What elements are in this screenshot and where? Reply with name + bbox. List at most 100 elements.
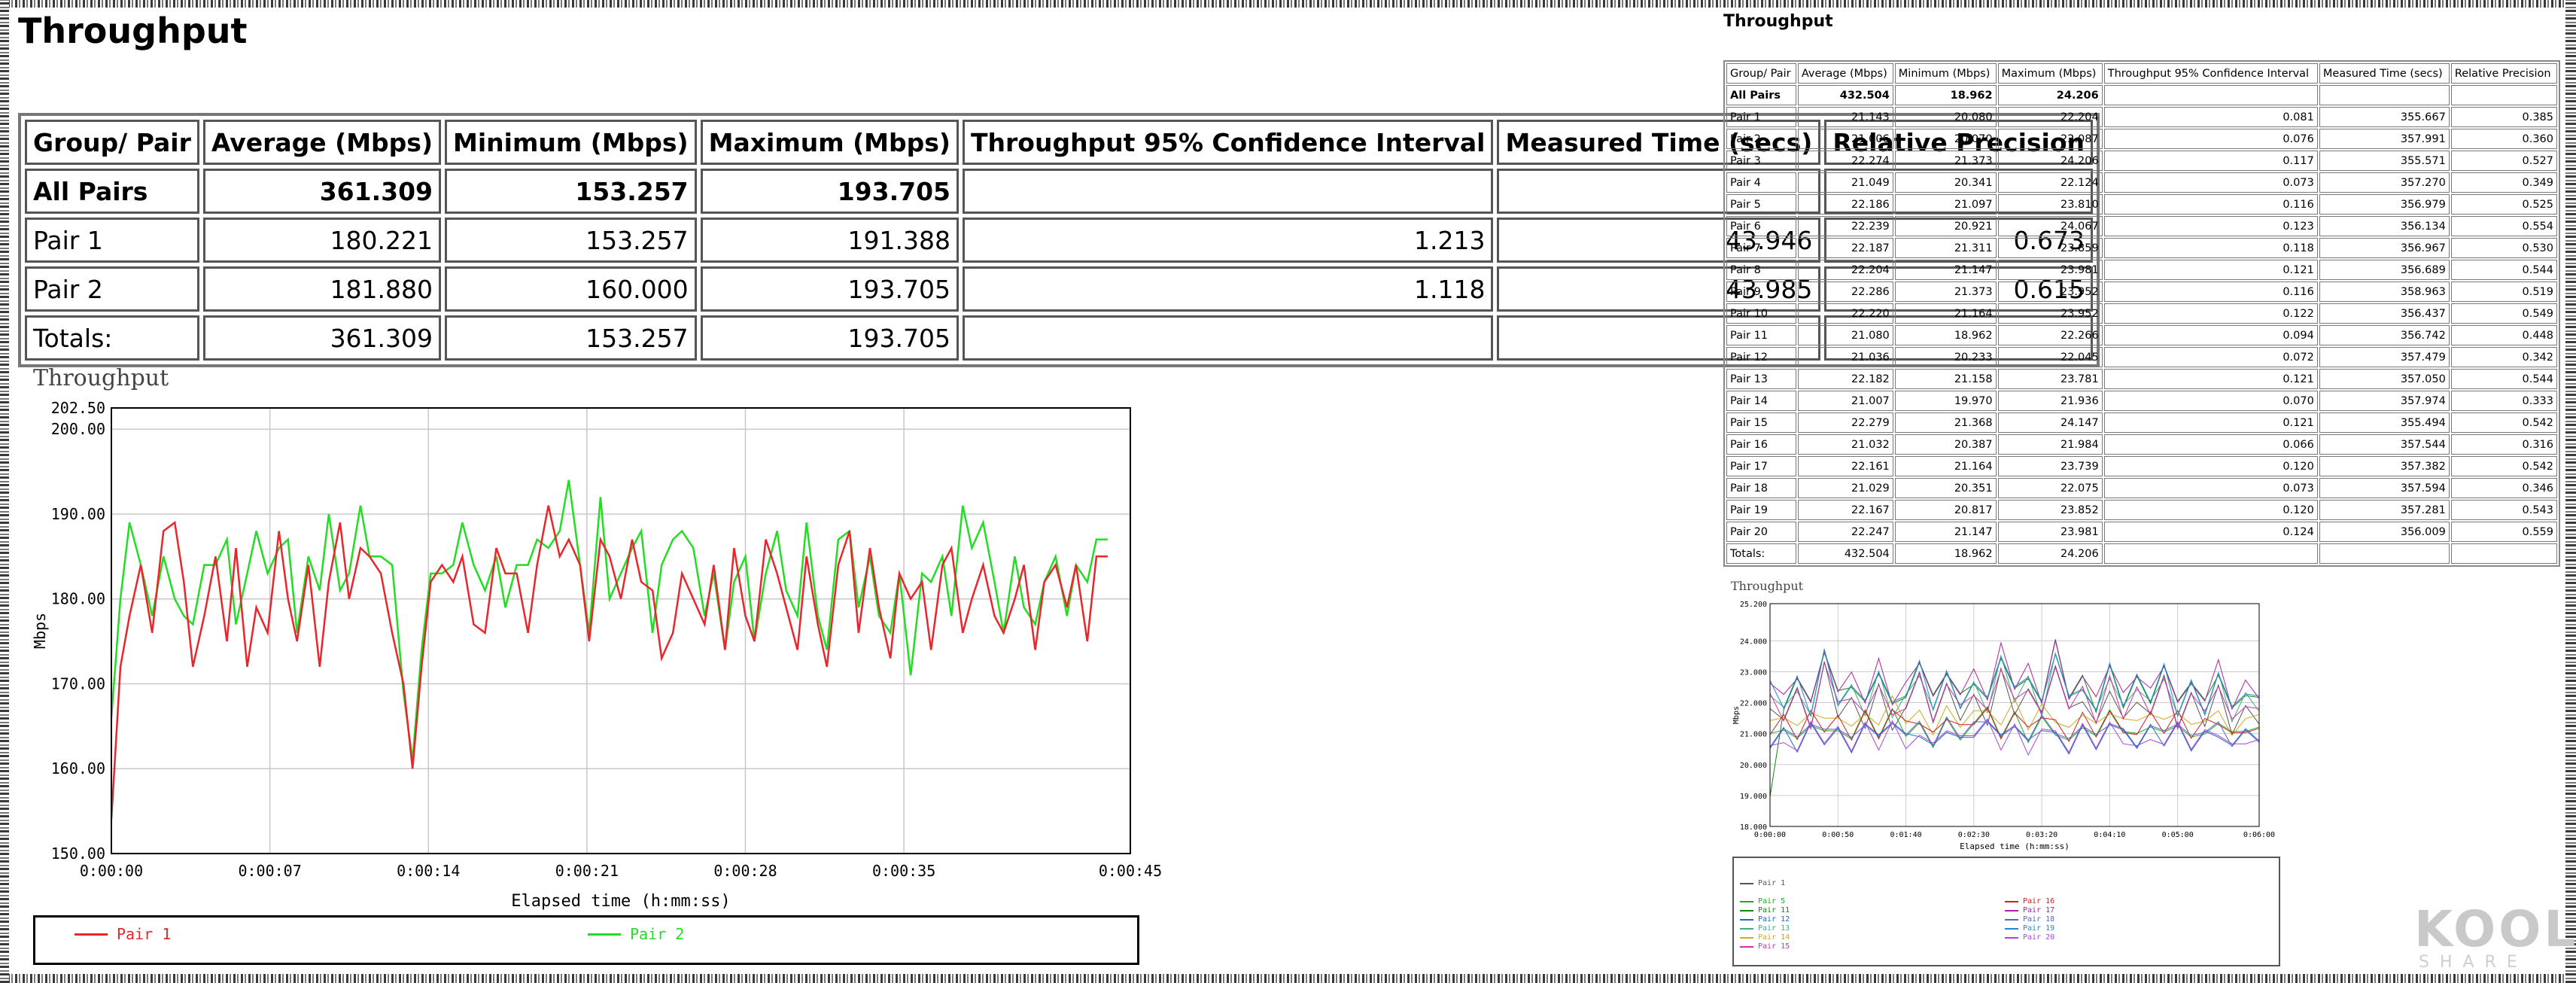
table-cell: 23.952	[1997, 282, 2103, 302]
table-row: Pair 15 22.279 21.368 24.147 0.121 355.494 0.5…	[1726, 412, 2557, 433]
table-cell: 181.880	[202, 266, 442, 312]
table-cell: 21.147	[1894, 522, 1997, 542]
small-legend-item: Pair 15	[1740, 942, 1790, 951]
table-cell: 24.206	[1997, 543, 2103, 564]
table-cell: 355.667	[2319, 107, 2450, 127]
small-legend-label: Pair 18	[2023, 915, 2055, 924]
row-label: Pair 8	[1726, 260, 1796, 280]
series-line-pair-2	[110, 479, 1108, 761]
table-cell: 0.349	[2450, 172, 2557, 193]
table-cell: 0.070	[2103, 391, 2318, 411]
small-y-axis-label: Mbps	[1732, 706, 1741, 724]
table-cell: 21.164	[1894, 456, 1997, 476]
table-cell: 0.076	[2103, 129, 2318, 149]
table-cell: 20.817	[1894, 500, 1997, 520]
table-cell: 153.257	[445, 169, 697, 214]
table-cell: 21.373	[1894, 151, 1997, 171]
row-label: Pair 15	[1726, 412, 1796, 433]
column-header: Average (Mbps)	[1797, 63, 1893, 84]
table-cell: 357.544	[2319, 434, 2450, 455]
table-cell: 0.120	[2103, 456, 2318, 476]
table-cell: 0.122	[2103, 303, 2318, 324]
table-cell: 180.221	[202, 218, 442, 263]
x-tick-label: 0:00:28	[713, 862, 777, 880]
table-cell: 22.247	[1797, 522, 1893, 542]
table-row: Totals: 361.309 153.257 193.705	[25, 315, 2094, 361]
small-legend-item: Pair 1	[1740, 879, 1785, 887]
small-y-tick-label: 20.000	[1740, 762, 1767, 770]
small-legend-swatch	[1740, 909, 1753, 911]
table-cell: 22.045	[1997, 347, 2103, 367]
table-cell: 0.673	[1824, 218, 2094, 263]
small-x-tick-label: 0:00:00	[1754, 831, 1786, 839]
table-cell	[2103, 543, 2318, 564]
table-cell: 21.143	[1797, 107, 1893, 127]
x-tick-label: 0:00:35	[872, 862, 935, 880]
table-cell	[1497, 315, 1821, 361]
table-cell: 193.705	[700, 266, 959, 312]
table-cell: 355.494	[2319, 412, 2450, 433]
table-cell: 153.257	[445, 218, 697, 263]
table-row: Pair 16 21.032 20.387 21.984 0.066 357.544 0.3…	[1726, 434, 2557, 455]
row-label: Pair 14	[1726, 391, 1796, 411]
table-row: Pair 5 22.186 21.097 23.810 0.116 356.979 0.52…	[1726, 194, 2557, 215]
table-cell: 22.286	[1797, 282, 1893, 302]
table-cell: 18.962	[1894, 85, 1997, 105]
table-cell	[1824, 315, 2094, 361]
y-tick-label: 150.00	[51, 845, 105, 863]
table-cell: 22.266	[1997, 325, 2103, 345]
table-row: Pair 17 22.161 21.164 23.739 0.120 357.382 0.5…	[1726, 456, 2557, 476]
small-x-axis-label: Elapsed time (h:mm:ss)	[1960, 841, 2070, 851]
small-chart-legend: Pair 1 Pair 5 Pair 11 Pair 12 Pair 13 Pair 14…	[1732, 857, 2280, 966]
y-tick-label: 202.50	[51, 399, 105, 417]
table-cell: 0.116	[2103, 194, 2318, 215]
table-cell: 23.852	[1997, 500, 2103, 520]
x-tick-label: 0:00:45	[1099, 862, 1162, 880]
table-cell: 191.388	[700, 218, 959, 263]
row-label: Pair 3	[1726, 151, 1796, 171]
table-cell: 23.739	[1997, 456, 2103, 476]
table-cell: 24.147	[1997, 412, 2103, 433]
table-cell: 432.504	[1797, 543, 1893, 564]
plot-area	[111, 407, 1131, 854]
row-label: Pair 7	[1726, 238, 1796, 258]
column-header: Maximum (Mbps)	[700, 120, 959, 165]
table-cell: 0.525	[2450, 194, 2557, 215]
table-cell: 23.859	[1997, 238, 2103, 258]
legend-item-pair2: Pair 2	[588, 925, 684, 943]
table-cell	[2450, 543, 2557, 564]
small-legend-swatch	[2005, 936, 2018, 939]
table-cell: 0.094	[2103, 325, 2318, 345]
row-label: Pair 2	[25, 266, 199, 312]
series-line-pair-1	[110, 505, 1108, 820]
table-cell: 0.316	[2450, 434, 2557, 455]
row-label: All Pairs	[1726, 85, 1796, 105]
row-label: Totals:	[25, 315, 199, 361]
small-legend-swatch	[1740, 882, 1753, 884]
row-label: Pair 12	[1726, 347, 1796, 367]
row-label: Pair 9	[1726, 282, 1796, 302]
table-cell: 0.123	[2103, 216, 2318, 236]
table-cell: 0.346	[2450, 478, 2557, 498]
small-series-line-pair-12	[1769, 720, 2260, 755]
table-cell: 21.006	[1797, 129, 1893, 149]
chart-title: Throughput	[33, 365, 169, 391]
small-y-tick-label: 18.000	[1740, 823, 1767, 832]
table-cell: 0.519	[2450, 282, 2557, 302]
plot-frame	[111, 407, 1131, 854]
table-cell: 0.081	[2103, 107, 2318, 127]
x-tick-label: 0:00:21	[555, 862, 619, 880]
table-cell: 22.182	[1797, 369, 1893, 389]
share-watermark: SHARE	[2419, 953, 2528, 972]
table-cell: 0.360	[2450, 129, 2557, 149]
small-y-tick-label: 22.000	[1740, 700, 1767, 708]
table-cell: 21.373	[1894, 282, 1997, 302]
table-cell: 356.009	[2319, 522, 2450, 542]
small-legend-item: Pair 20	[2005, 933, 2054, 942]
row-label: Pair 10	[1726, 303, 1796, 324]
small-legend-swatch	[1740, 936, 1753, 939]
column-header: Relative Precision	[1824, 120, 2094, 165]
table-cell	[1497, 169, 1821, 214]
table-cell: 21.080	[1797, 325, 1893, 345]
row-label: Pair 17	[1726, 456, 1796, 476]
